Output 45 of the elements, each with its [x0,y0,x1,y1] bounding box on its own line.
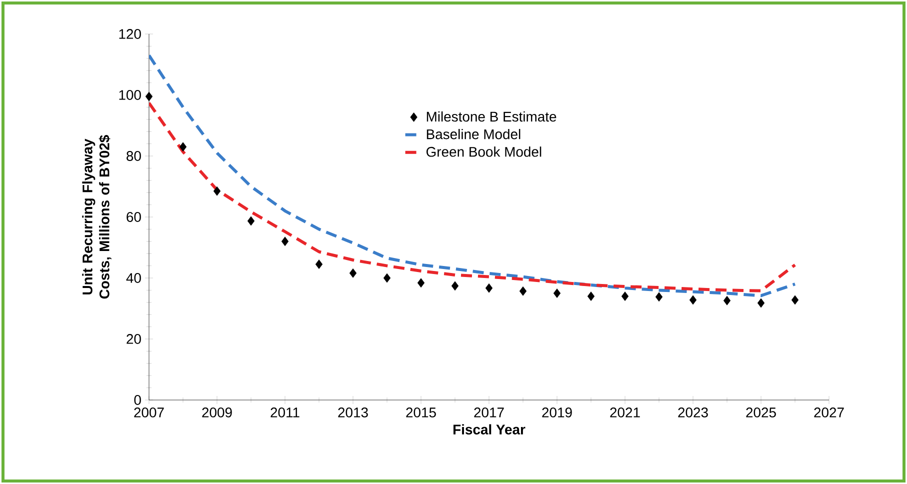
x-tick-label: 2019 [542,408,572,418]
point [213,186,221,196]
line-series [149,54,797,298]
y-tick-label: 100 [119,90,141,100]
x-tick-label: 2025 [746,408,776,418]
x-tick-label: 2009 [202,408,232,418]
y-tick-label: 40 [126,273,141,283]
point [723,296,731,306]
point [247,216,255,226]
x-tick-label: 2007 [134,408,164,418]
y-tick-label: 120 [119,29,141,39]
x-tick-label: 2015 [406,408,436,418]
legend-label: Green Book Model [426,146,542,157]
x-axis-title: Fiscal Year [453,424,526,434]
x-tick-label: 2021 [610,408,640,418]
point [485,283,493,293]
point [315,260,323,269]
point [179,142,187,152]
point [349,268,357,278]
point [383,273,391,283]
point [757,298,765,308]
point [553,288,561,298]
y-tick-label: 80 [126,151,141,161]
point [145,92,153,102]
legend-label: Milestone B Estimate [426,111,556,122]
line-series [149,101,797,292]
point [417,278,425,288]
x-tick-label: 2027 [814,408,844,418]
point [689,295,697,305]
x-tick-label: 2011 [270,408,300,418]
point [281,236,289,246]
point [655,292,663,302]
point [587,292,595,301]
y-tick-label: 60 [126,212,141,222]
y-axis-title: Unit Recurring Flyaway Costs, Millions of BY02$ [82,135,112,299]
legend-label: Baseline Model [426,128,520,140]
x-tick-label: 2017 [474,408,504,418]
point [621,292,629,301]
point [791,295,799,305]
y-tick-label: 0 [134,395,141,405]
x-tick-label: 2013 [338,408,368,418]
x-tick-label: 2023 [678,408,708,418]
point [519,286,527,296]
y-tick-label: 20 [126,334,141,344]
point [451,281,459,291]
